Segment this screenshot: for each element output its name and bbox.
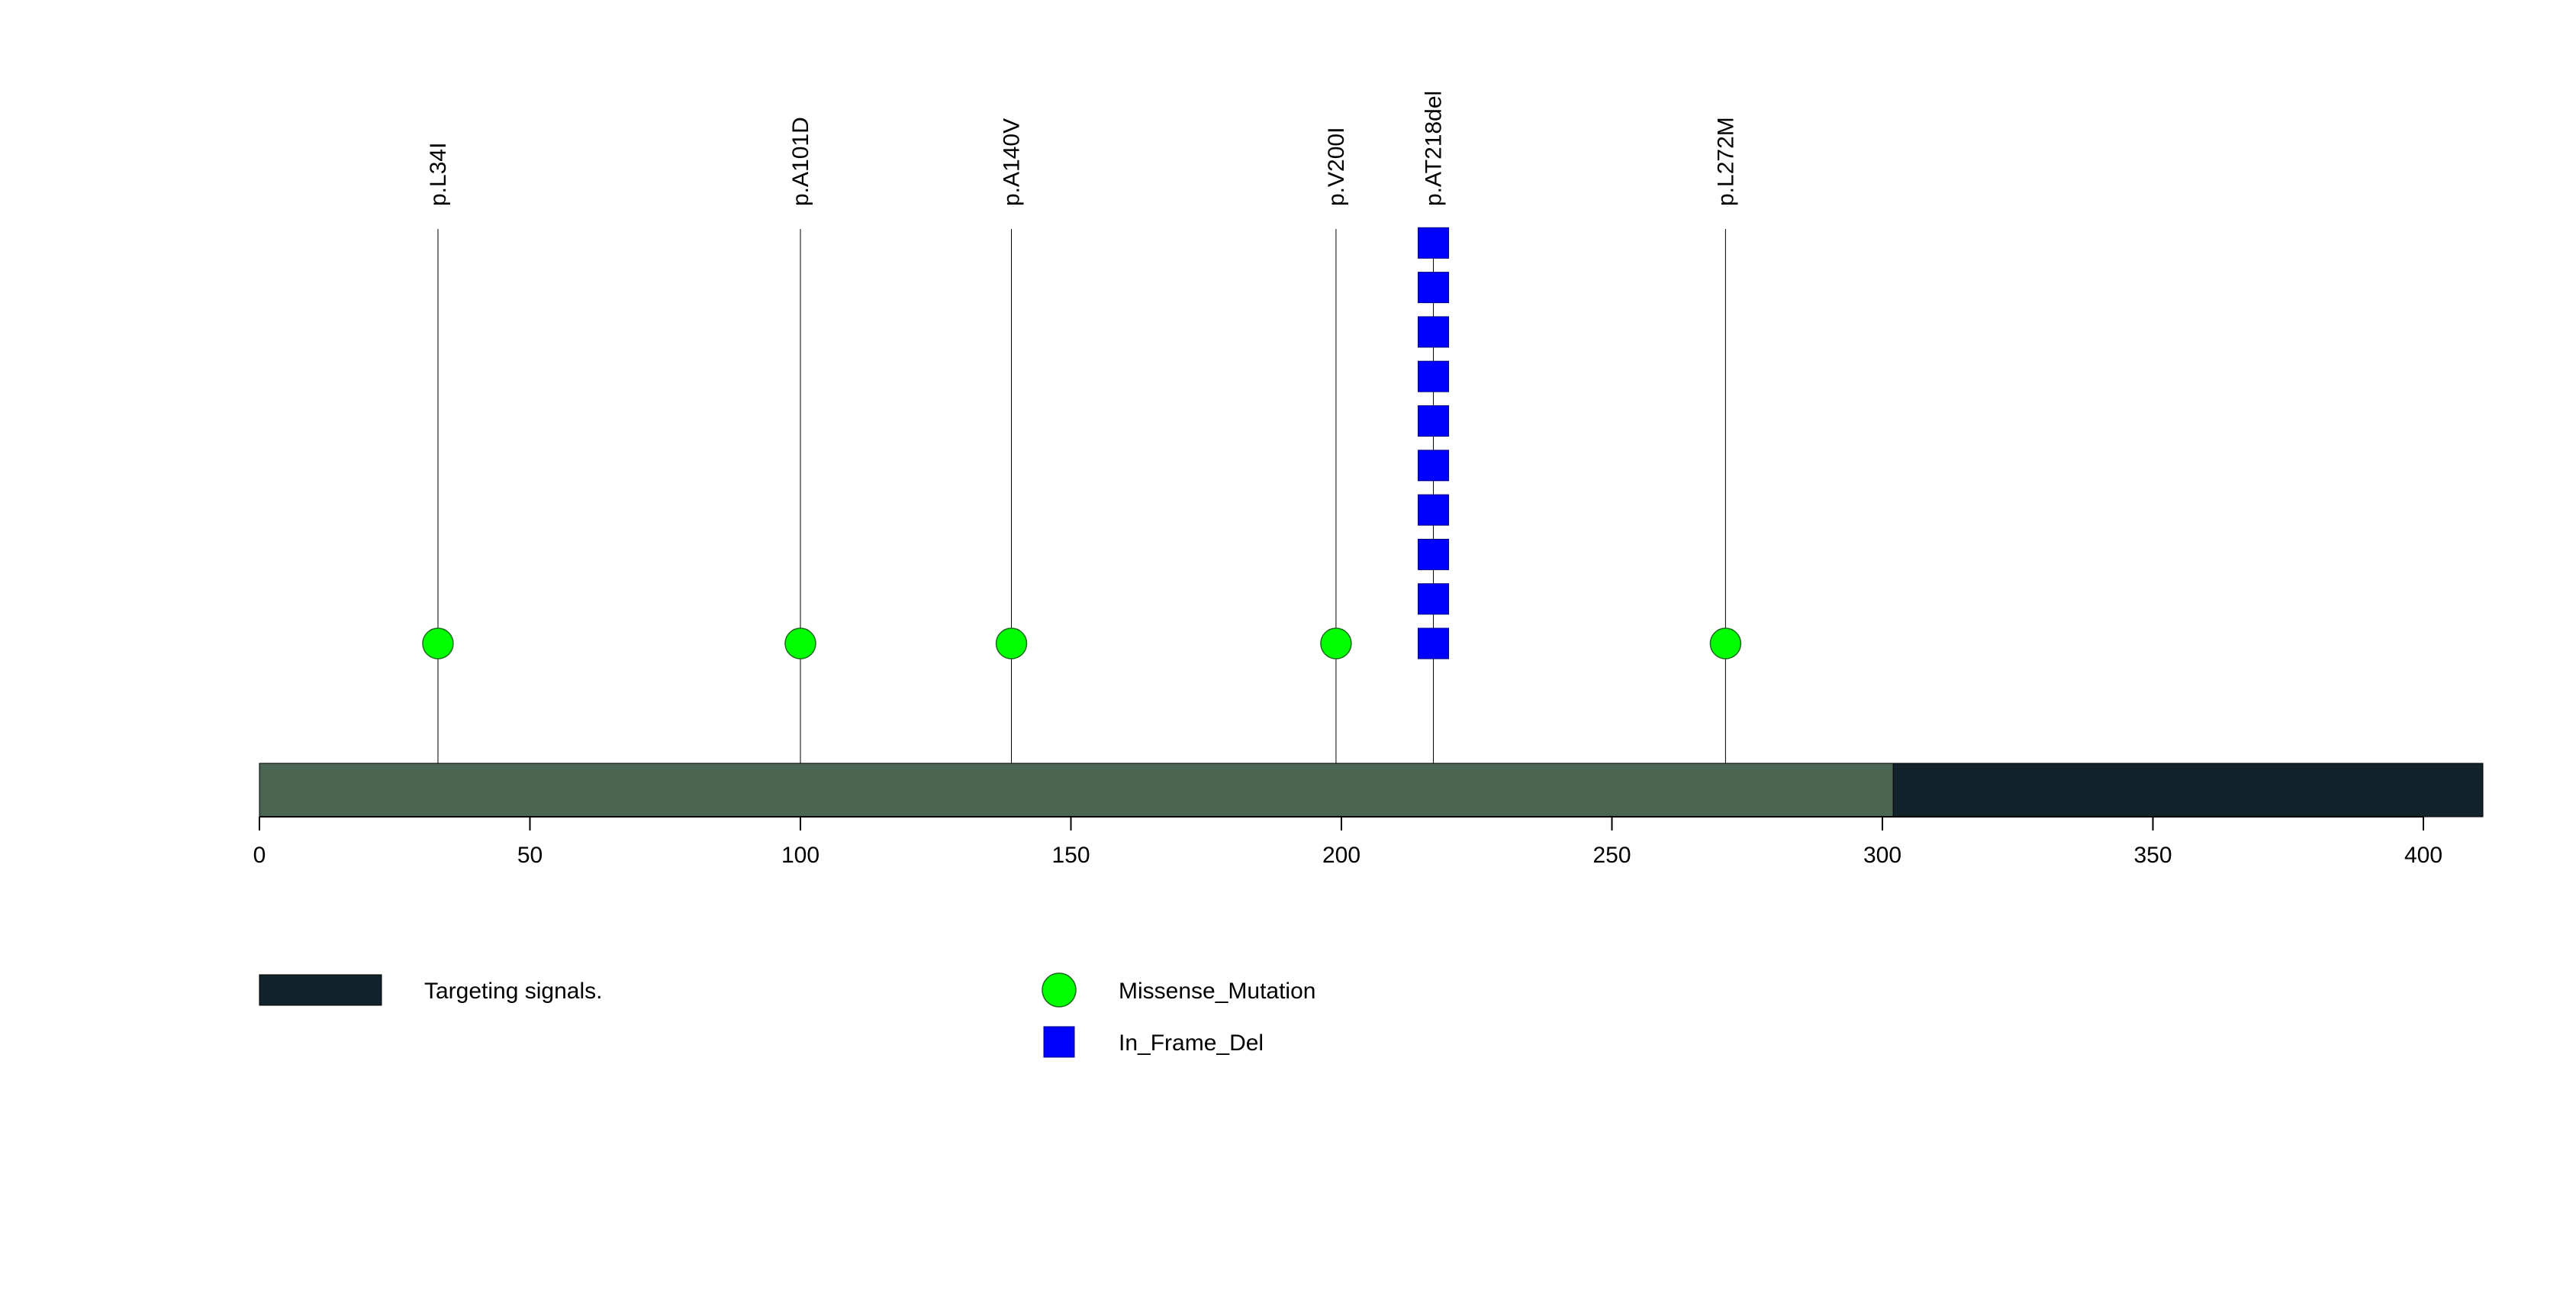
in-frame-del-marker [1418,494,1450,526]
legend-domain-label: Targeting signals. [424,979,602,1004]
mutation-label: p.A140V [1000,118,1025,206]
x-axis: 0 50 100 150 200 250 300 350 400 [253,816,2442,868]
in-frame-del-marker [1418,360,1450,392]
mutation-label: p.AT218del [1422,91,1447,206]
in-frame-del-marker [1418,538,1450,570]
x-tick-label: 0 [253,843,266,868]
x-tick-label: 200 [1322,843,1360,868]
in-frame-del-marker [1418,227,1450,259]
legend-in-frame-del-marker [1043,1026,1075,1058]
x-tick-label: 250 [1592,843,1631,868]
x-tick-label: 400 [2404,843,2442,868]
legend-missense-label: Missense_Mutation [1119,979,1315,1004]
x-tick-label: 300 [1863,843,1901,868]
mutation-lollipops: p.L34I p.A101D p.A140V p.V200I p.AT218del p.L… [422,91,1742,817]
in-frame-del-marker [1418,583,1450,615]
legend: Targeting signals. Missense_Mutation In_Fr… [259,972,1315,1058]
missense-mutation-marker [995,627,1028,660]
mutation-label: p.V200I [1324,127,1349,206]
missense-mutation-marker [1709,627,1742,660]
in-frame-del-marker [1418,316,1450,348]
in-frame-del-marker [1418,272,1450,304]
legend-in-frame-del-label: In_Frame_Del [1119,1030,1264,1056]
x-tick-label: 150 [1051,843,1090,868]
mutation-label: p.A101D [788,117,813,206]
in-frame-del-marker [1418,450,1450,482]
x-tick-label: 350 [2133,843,2172,868]
in-frame-del-marker [1418,405,1450,437]
domain-targeting-signals [1892,763,2484,818]
protein-backbone-group [259,763,2484,818]
missense-mutation-marker [422,627,454,660]
legend-missense-marker [1042,972,1077,1008]
x-tick-label: 100 [781,843,819,868]
mutation-label: p.L34I [426,143,451,206]
in-frame-del-marker [1418,627,1450,660]
missense-mutation-marker [1320,627,1352,660]
legend-domain-swatch [259,974,382,1006]
mutation-label: p.L272M [1713,117,1738,206]
x-tick-label: 50 [517,843,543,868]
missense-mutation-marker [784,627,816,660]
